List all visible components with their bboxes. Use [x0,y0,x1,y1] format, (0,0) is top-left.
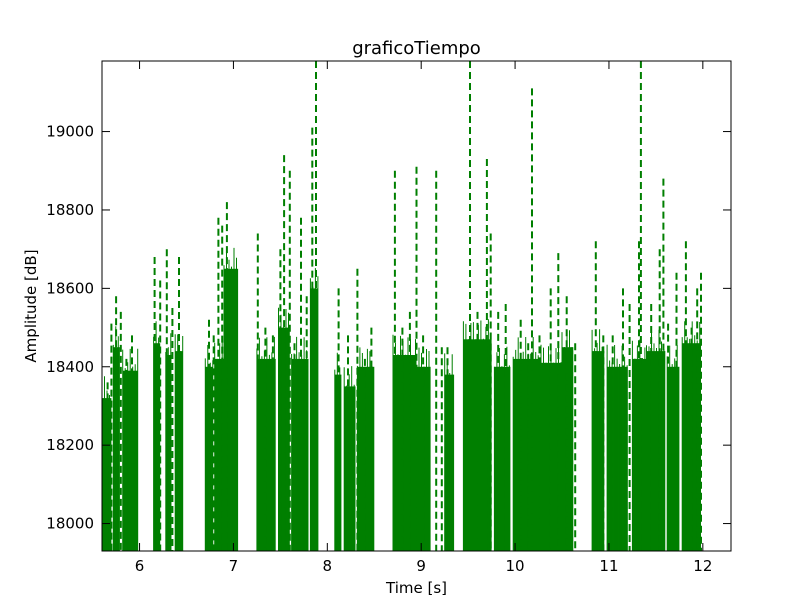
chart-title: graficoTiempo [352,38,481,59]
y-tick-label: 18200 [46,436,94,454]
y-tick-label: 18800 [46,201,94,219]
x-tick-label: 9 [416,557,426,575]
signal-block [344,386,356,551]
signal-block [278,327,290,551]
plot-frame [101,60,732,552]
y-tick-label: 18400 [46,358,94,376]
x-tick-label: 11 [599,557,618,575]
signal-block [153,343,161,551]
y-tick-label: 18000 [46,515,94,533]
x-tick-label: 10 [506,557,525,575]
axis-ticks: 6 7 8 9 10 11 12 18000 18200 18400 18600 18800 19000 [46,61,731,575]
y-tick-label: 19000 [46,123,94,141]
signal-block [175,351,183,551]
x-axis-label: Time [s] [385,579,447,597]
x-tick-label: 8 [323,557,333,575]
signal-block [310,288,318,551]
x-tick-label: 6 [135,557,145,575]
signal-block [205,366,213,551]
x-tick-label: 7 [229,557,239,575]
y-tick-label: 18600 [46,279,94,297]
plot-marks [102,61,702,551]
x-tick-label: 12 [693,557,712,575]
y-axis-label: Amplitude [dB] [22,249,40,362]
signal-block [334,374,342,551]
signal-block [113,347,120,551]
signal-block [562,347,574,551]
